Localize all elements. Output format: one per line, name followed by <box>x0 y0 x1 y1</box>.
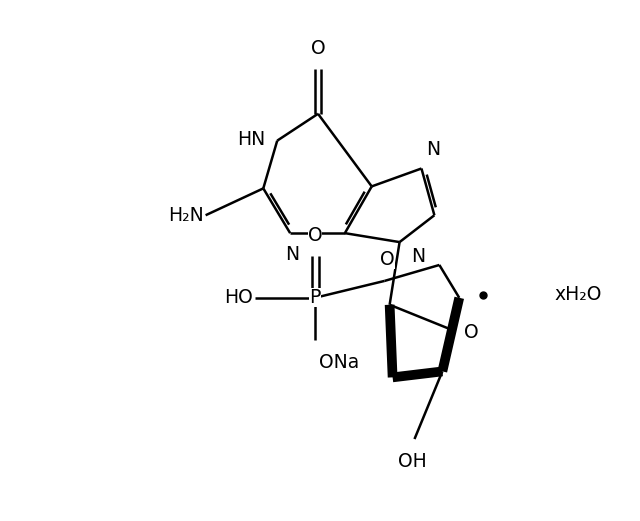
Text: O: O <box>310 39 325 58</box>
Text: O: O <box>380 250 395 269</box>
Text: O: O <box>308 226 323 245</box>
Text: HO: HO <box>225 288 253 307</box>
Text: O: O <box>464 323 479 342</box>
Text: N: N <box>412 247 426 266</box>
Text: HN: HN <box>237 130 266 149</box>
Text: xH₂O: xH₂O <box>555 286 602 304</box>
Text: ONa: ONa <box>319 353 359 371</box>
Text: P: P <box>309 288 321 307</box>
Text: H₂N: H₂N <box>168 206 204 225</box>
Text: OH: OH <box>398 452 427 471</box>
Text: N: N <box>285 245 300 264</box>
Text: N: N <box>426 140 440 158</box>
